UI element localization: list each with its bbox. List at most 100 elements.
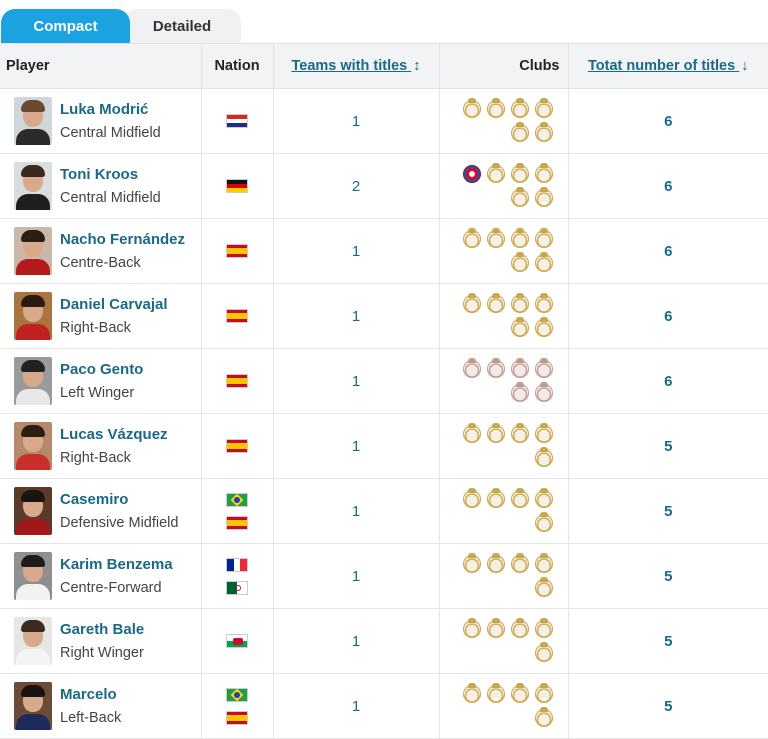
player-photo[interactable] <box>14 487 52 535</box>
player-photo[interactable] <box>14 97 52 145</box>
player-photo[interactable] <box>14 162 52 210</box>
real-madrid-crest-icon[interactable] <box>462 683 481 703</box>
player-name-link[interactable]: Nacho Fernández <box>60 230 186 248</box>
real-madrid-crest-icon[interactable] <box>534 683 553 703</box>
real-madrid-crest-icon[interactable] <box>462 488 481 508</box>
real-madrid-crest-icon[interactable] <box>462 618 481 638</box>
tab-compact[interactable]: Compact <box>1 9 130 43</box>
player-photo[interactable] <box>14 552 52 600</box>
real-madrid-historic-crest-icon[interactable] <box>486 358 505 378</box>
player-cell: Daniel Carvajal Right-Back <box>0 283 202 349</box>
real-madrid-crest-icon[interactable] <box>534 512 553 532</box>
sort-desc-icon[interactable]: ↓ <box>741 58 749 74</box>
real-madrid-crest-icon[interactable] <box>534 423 553 443</box>
titles-table: Player Nation Teams with titles ↕ Clubs … <box>0 44 768 739</box>
real-madrid-crest-icon[interactable] <box>510 423 529 443</box>
teams-with-titles-value: 1 <box>273 673 440 739</box>
real-madrid-crest-icon[interactable] <box>462 98 481 118</box>
tab-detailed[interactable]: Detailed <box>123 9 241 43</box>
teams-with-titles-label[interactable]: Teams with titles <box>291 58 408 74</box>
player-name-link[interactable]: Gareth Bale <box>60 620 145 638</box>
real-madrid-historic-crest-icon[interactable] <box>510 358 529 378</box>
real-madrid-crest-icon[interactable] <box>534 187 553 207</box>
table-row: Lucas Vázquez Right-Back 1 5 <box>0 413 768 479</box>
spain-flag-icon <box>226 244 248 258</box>
real-madrid-crest-icon[interactable] <box>534 293 553 313</box>
real-madrid-crest-icon[interactable] <box>510 187 529 207</box>
player-cell: Toni Kroos Central Midfield <box>0 153 202 219</box>
real-madrid-crest-icon[interactable] <box>510 228 529 248</box>
spain-flag-icon <box>226 309 248 323</box>
player-name-link[interactable]: Marcelo <box>60 685 117 703</box>
real-madrid-crest-icon[interactable] <box>534 98 553 118</box>
real-madrid-crest-icon[interactable] <box>462 423 481 443</box>
nation-cell <box>201 413 274 479</box>
real-madrid-crest-icon[interactable] <box>510 618 529 638</box>
real-madrid-crest-icon[interactable] <box>486 163 505 183</box>
real-madrid-crest-icon[interactable] <box>510 293 529 313</box>
real-madrid-crest-icon[interactable] <box>486 228 505 248</box>
real-madrid-crest-icon[interactable] <box>510 683 529 703</box>
real-madrid-crest-icon[interactable] <box>534 618 553 638</box>
real-madrid-crest-icon[interactable] <box>534 642 553 662</box>
real-madrid-crest-icon[interactable] <box>462 228 481 248</box>
player-position: Central Midfield <box>60 189 161 206</box>
real-madrid-crest-icon[interactable] <box>510 122 529 142</box>
real-madrid-crest-icon[interactable] <box>534 577 553 597</box>
real-madrid-historic-crest-icon[interactable] <box>510 382 529 402</box>
player-name-link[interactable]: Daniel Carvajal <box>60 295 168 313</box>
real-madrid-crest-icon[interactable] <box>510 163 529 183</box>
player-photo[interactable] <box>14 292 52 340</box>
real-madrid-crest-icon[interactable] <box>462 553 481 573</box>
real-madrid-crest-icon[interactable] <box>510 553 529 573</box>
sort-both-icon[interactable]: ↕ <box>413 58 421 74</box>
real-madrid-crest-icon[interactable] <box>486 618 505 638</box>
real-madrid-historic-crest-icon[interactable] <box>462 358 481 378</box>
player-name-link[interactable]: Toni Kroos <box>60 165 139 183</box>
player-name-link[interactable]: Luka Modrić <box>60 100 149 118</box>
player-name-link[interactable]: Lucas Vázquez <box>60 425 168 443</box>
player-photo[interactable] <box>14 357 52 405</box>
real-madrid-crest-icon[interactable] <box>486 293 505 313</box>
player-name-link[interactable]: Karim Benzema <box>60 555 173 573</box>
real-madrid-crest-icon[interactable] <box>462 293 481 313</box>
player-photo[interactable] <box>14 422 52 470</box>
real-madrid-crest-icon[interactable] <box>534 317 553 337</box>
player-photo[interactable] <box>14 227 52 275</box>
teams-with-titles-value: 1 <box>273 478 440 544</box>
real-madrid-crest-icon[interactable] <box>510 317 529 337</box>
total-titles-value: 6 <box>568 283 768 349</box>
real-madrid-crest-icon[interactable] <box>534 488 553 508</box>
table-row: Casemiro Defensive Midfield 1 5 <box>0 478 768 544</box>
real-madrid-crest-icon[interactable] <box>534 228 553 248</box>
teams-with-titles-value: 1 <box>273 218 440 284</box>
real-madrid-crest-icon[interactable] <box>486 423 505 443</box>
real-madrid-crest-icon[interactable] <box>510 488 529 508</box>
real-madrid-crest-icon[interactable] <box>486 553 505 573</box>
total-titles-header[interactable]: Totat number of titles ↓ <box>568 44 768 89</box>
real-madrid-crest-icon[interactable] <box>486 683 505 703</box>
player-name-link[interactable]: Casemiro <box>60 490 129 508</box>
real-madrid-historic-crest-icon[interactable] <box>534 382 553 402</box>
player-position: Right-Back <box>60 449 131 466</box>
player-name-link[interactable]: Paco Gento <box>60 360 144 378</box>
real-madrid-crest-icon[interactable] <box>534 163 553 183</box>
france-flag-icon <box>226 557 248 572</box>
real-madrid-crest-icon[interactable] <box>486 98 505 118</box>
table-row: Karim Benzema Centre-Forward 1 5 <box>0 543 768 609</box>
real-madrid-crest-icon[interactable] <box>534 252 553 272</box>
bayern-munich-crest-icon[interactable] <box>462 165 481 183</box>
real-madrid-crest-icon[interactable] <box>534 122 553 142</box>
real-madrid-crest-icon[interactable] <box>534 707 553 727</box>
real-madrid-crest-icon[interactable] <box>510 98 529 118</box>
real-madrid-crest-icon[interactable] <box>534 553 553 573</box>
nation-column-header: Nation <box>201 44 274 89</box>
total-titles-label[interactable]: Totat number of titles <box>588 58 736 74</box>
teams-with-titles-header[interactable]: Teams with titles ↕ <box>273 44 440 89</box>
player-photo[interactable] <box>14 682 52 730</box>
real-madrid-crest-icon[interactable] <box>510 252 529 272</box>
real-madrid-crest-icon[interactable] <box>486 488 505 508</box>
player-photo[interactable] <box>14 617 52 665</box>
real-madrid-crest-icon[interactable] <box>534 447 553 467</box>
real-madrid-historic-crest-icon[interactable] <box>534 358 553 378</box>
